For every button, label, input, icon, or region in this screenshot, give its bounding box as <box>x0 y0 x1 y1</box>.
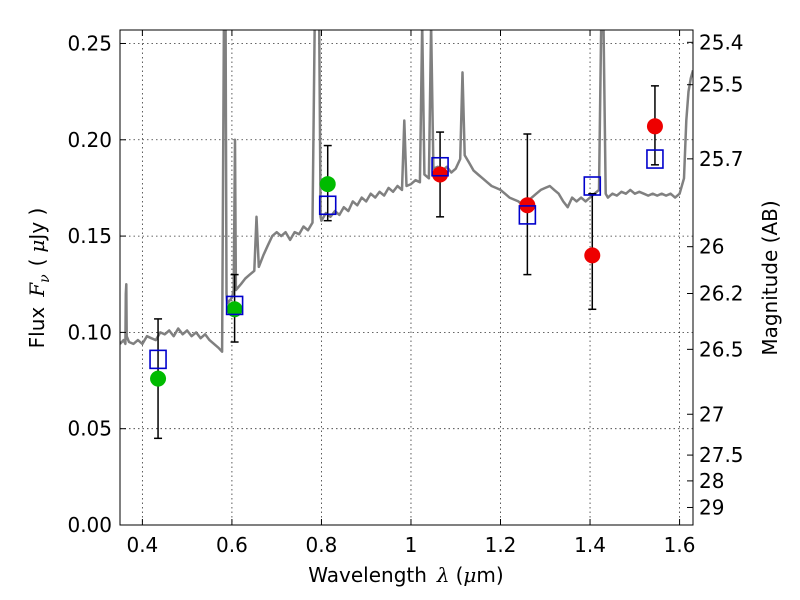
model-bandpass-point <box>518 205 537 225</box>
y-tick-label: 0.10 <box>67 320 112 344</box>
x-axis-title-prefix: Wavelength <box>308 563 427 587</box>
y-tick-label: 0.15 <box>67 224 112 248</box>
y2-tick-label: 26 <box>699 235 724 259</box>
plot-frame <box>119 29 694 526</box>
x-tick-label: 0.8 <box>306 533 338 557</box>
x-axis-title-unit-open: ( <box>456 563 464 587</box>
y2-tick-label: 26.5 <box>699 337 744 361</box>
y-axis-title-subscript: ν <box>37 274 53 283</box>
observed-nir-point <box>584 247 601 264</box>
spectrum-line <box>120 30 693 353</box>
y2-tick-label: 25.7 <box>699 147 744 171</box>
model-bandpass-point <box>318 195 337 216</box>
y2-tick-label: 27.5 <box>699 443 744 467</box>
x-axis-title-unit-close: m) <box>476 563 503 587</box>
observed-optical-point <box>319 176 336 193</box>
x-tick-label: 1 <box>405 533 418 557</box>
model-bandpass-point <box>225 295 244 316</box>
x-tick-label: 1.6 <box>664 533 696 557</box>
observed-nir-point <box>432 166 449 183</box>
model-bandpass-point <box>583 176 602 196</box>
y-axis-title-unit-open: ( <box>25 259 49 267</box>
plot-area <box>120 30 693 440</box>
y2-tick-label: 25.5 <box>699 73 744 97</box>
y2-tick-label: 29 <box>699 495 724 519</box>
x-tick-label: 0.6 <box>216 533 248 557</box>
y2-tick-label: 27 <box>699 402 724 426</box>
y2-axis-title-group: Magnitude (AB) <box>758 200 782 355</box>
x-tick-label: 0.4 <box>126 533 158 557</box>
y-axis-title-unit-mu: μ <box>25 240 49 253</box>
y2-tick-label: 26.2 <box>699 281 744 305</box>
axis-ticks: 0.4 0.6 0.8 1 1.2 1.4 1.6 0.00 0.05 0.10 0.15 0.20 0… <box>67 30 744 557</box>
observed-nir-point <box>646 118 663 135</box>
y2-axis-title: Magnitude (AB) <box>758 200 782 355</box>
y2-tick-label: 28 <box>699 469 724 493</box>
model-bandpass-point <box>431 156 449 177</box>
y-tick-label: 0.20 <box>67 128 112 152</box>
y-tick-label: 0.25 <box>67 31 112 55</box>
y-axis-title: Flux Fν ( μJy ) <box>25 208 53 349</box>
observed-optical-point <box>150 370 167 387</box>
y2-tick-label: 25.4 <box>699 30 744 54</box>
x-tick-label: 1.4 <box>574 533 606 557</box>
y-axis-title-symbol: F <box>25 282 49 298</box>
x-axis-title-unit-mu: μ <box>463 563 476 587</box>
x-tick-label: 1.2 <box>485 533 517 557</box>
plot-background <box>120 30 693 525</box>
model-bandpass-point <box>646 149 664 169</box>
y-tick-label: 0.05 <box>67 417 112 441</box>
y-axis-title-unit-close: Jy ) <box>25 208 49 242</box>
x-axis-title: Wavelength λ (μm) <box>308 563 503 587</box>
y-axis-title-prefix: Flux <box>25 307 49 349</box>
x-axis-title-symbol: λ <box>436 563 450 587</box>
y-axis-title-group: Flux Fν ( μJy ) <box>25 208 53 349</box>
observed-optical-point <box>226 301 243 318</box>
y-tick-label: 0.00 <box>67 513 112 537</box>
model-bandpass-point <box>149 349 167 370</box>
